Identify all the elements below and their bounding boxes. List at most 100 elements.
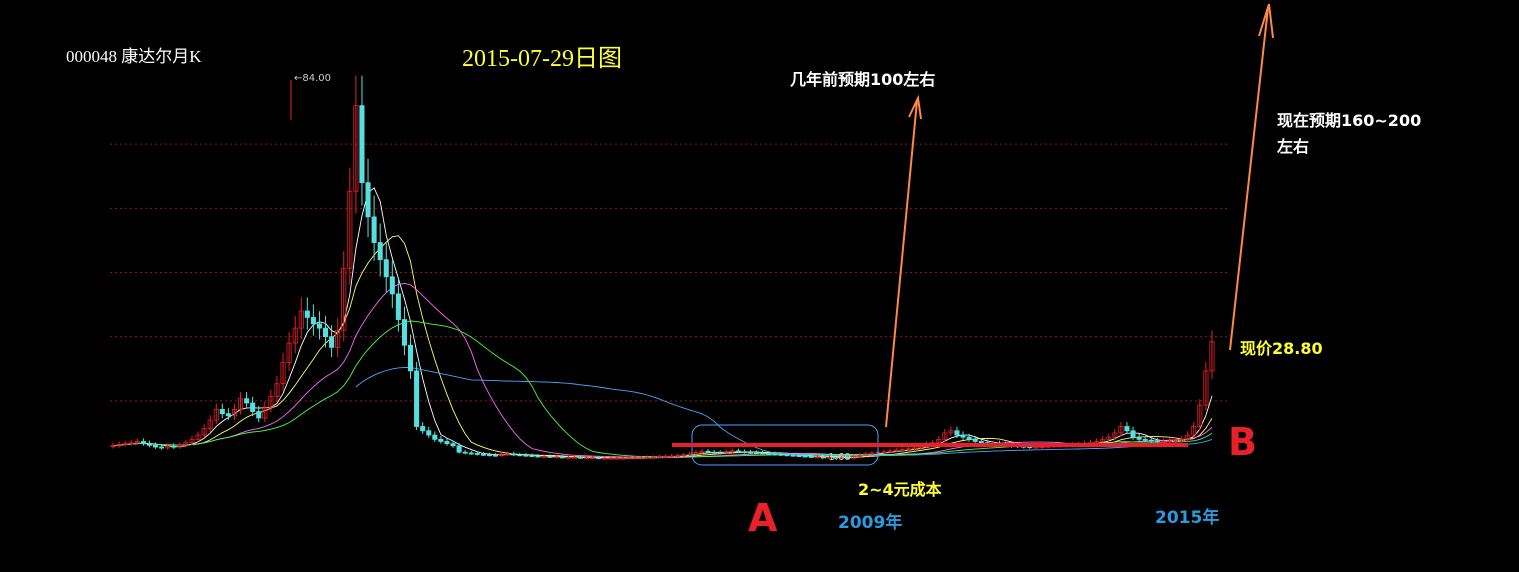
candle-body (748, 451, 754, 454)
candle-body (250, 402, 256, 412)
candle-body (911, 447, 917, 450)
cost-label: 2~4元成本 (858, 480, 942, 499)
candle-body (231, 408, 237, 417)
candle-body (122, 443, 128, 446)
candle-body (1154, 440, 1160, 443)
candle-body (450, 443, 456, 447)
candle-body (456, 445, 462, 453)
candle-body (626, 457, 632, 460)
candle-body (238, 398, 244, 410)
candle-body (584, 457, 590, 460)
candle-body (316, 323, 322, 329)
candle-body (511, 453, 517, 456)
candle-body (244, 398, 250, 404)
candle-body (1100, 438, 1106, 442)
candle-body (1173, 439, 1179, 442)
candle-body (353, 105, 359, 192)
candle-body (286, 342, 292, 363)
candle-body (371, 216, 377, 243)
current-expectation-label: 现在预期160~200 左右 (1277, 108, 1421, 160)
candle-body (335, 329, 341, 348)
candle-body (128, 442, 134, 445)
candle-body (729, 450, 735, 453)
candle-body (553, 456, 559, 459)
candle-body (1106, 436, 1112, 440)
candle-body (1148, 439, 1154, 442)
candle-body (395, 293, 401, 320)
ma5-line (112, 187, 1213, 459)
current-expectation-line-2: 左右 (1277, 137, 1310, 156)
candle-body (644, 456, 650, 459)
candle-body (1203, 370, 1209, 406)
high-price-value: 84.00 (302, 73, 332, 84)
candle-body (675, 455, 681, 457)
candle-body (820, 456, 826, 459)
candle-body (954, 430, 960, 436)
candle-body (602, 457, 608, 460)
candle-body (383, 259, 389, 278)
candle-body (669, 455, 675, 458)
candle-body (893, 449, 899, 452)
candle-body (426, 430, 432, 436)
candle-body (808, 456, 814, 458)
candle-body (723, 451, 729, 454)
candle-body (1166, 440, 1172, 443)
candle-body (802, 455, 808, 458)
candle-body (213, 408, 219, 421)
candle-body (826, 456, 832, 459)
candle-body (978, 441, 984, 444)
candle-body (153, 444, 159, 448)
candle-body (814, 456, 820, 459)
candle-body (225, 413, 231, 417)
candle-body (656, 456, 662, 459)
candle-series (110, 75, 1215, 460)
candle-body (1179, 438, 1185, 441)
candle-body (711, 451, 717, 454)
candle-body (432, 434, 438, 440)
candle-body (159, 446, 165, 449)
candle-body (268, 396, 274, 408)
candle-body (280, 361, 286, 385)
current-price-label: 现价28.80 (1240, 339, 1323, 358)
candle-body (323, 327, 329, 338)
candle-body (140, 441, 146, 445)
candle-body (541, 456, 547, 458)
low-price-label: ←1.60 (820, 452, 851, 463)
prior-target-arrow (885, 100, 918, 428)
candle-body (966, 436, 972, 440)
candle-body (480, 453, 486, 456)
candle-body (146, 443, 152, 446)
candle-body (438, 438, 444, 442)
candle-body (365, 182, 371, 218)
candle-body (195, 434, 201, 440)
candle-body (905, 448, 911, 451)
candle-body (693, 452, 699, 455)
ma60-line (355, 366, 1213, 457)
high-price-label: ←84.00 (294, 73, 332, 84)
candle-body (851, 456, 857, 459)
candle-body (292, 327, 298, 344)
marker-b: B (1228, 420, 1257, 464)
candle-body (1112, 432, 1118, 438)
candle-body (717, 452, 723, 454)
candle-body (462, 451, 468, 454)
candle-body (1124, 426, 1130, 432)
candle-body (389, 276, 395, 295)
candle-body (517, 454, 523, 457)
moving-average-lines (112, 187, 1213, 459)
candle-body (468, 452, 474, 455)
candle-body (1130, 430, 1136, 438)
candle-body (960, 434, 966, 438)
candle-body (486, 454, 492, 457)
candle-body (663, 456, 669, 458)
candle-body (474, 453, 480, 455)
low-price-value: 1.60 (828, 452, 851, 463)
candle-body (414, 370, 420, 427)
candle-body (650, 456, 656, 459)
candle-body (110, 445, 116, 448)
candle-body (833, 456, 839, 459)
candle-body (1142, 438, 1148, 441)
candle-body (499, 453, 505, 456)
ma10-line (112, 235, 1213, 459)
